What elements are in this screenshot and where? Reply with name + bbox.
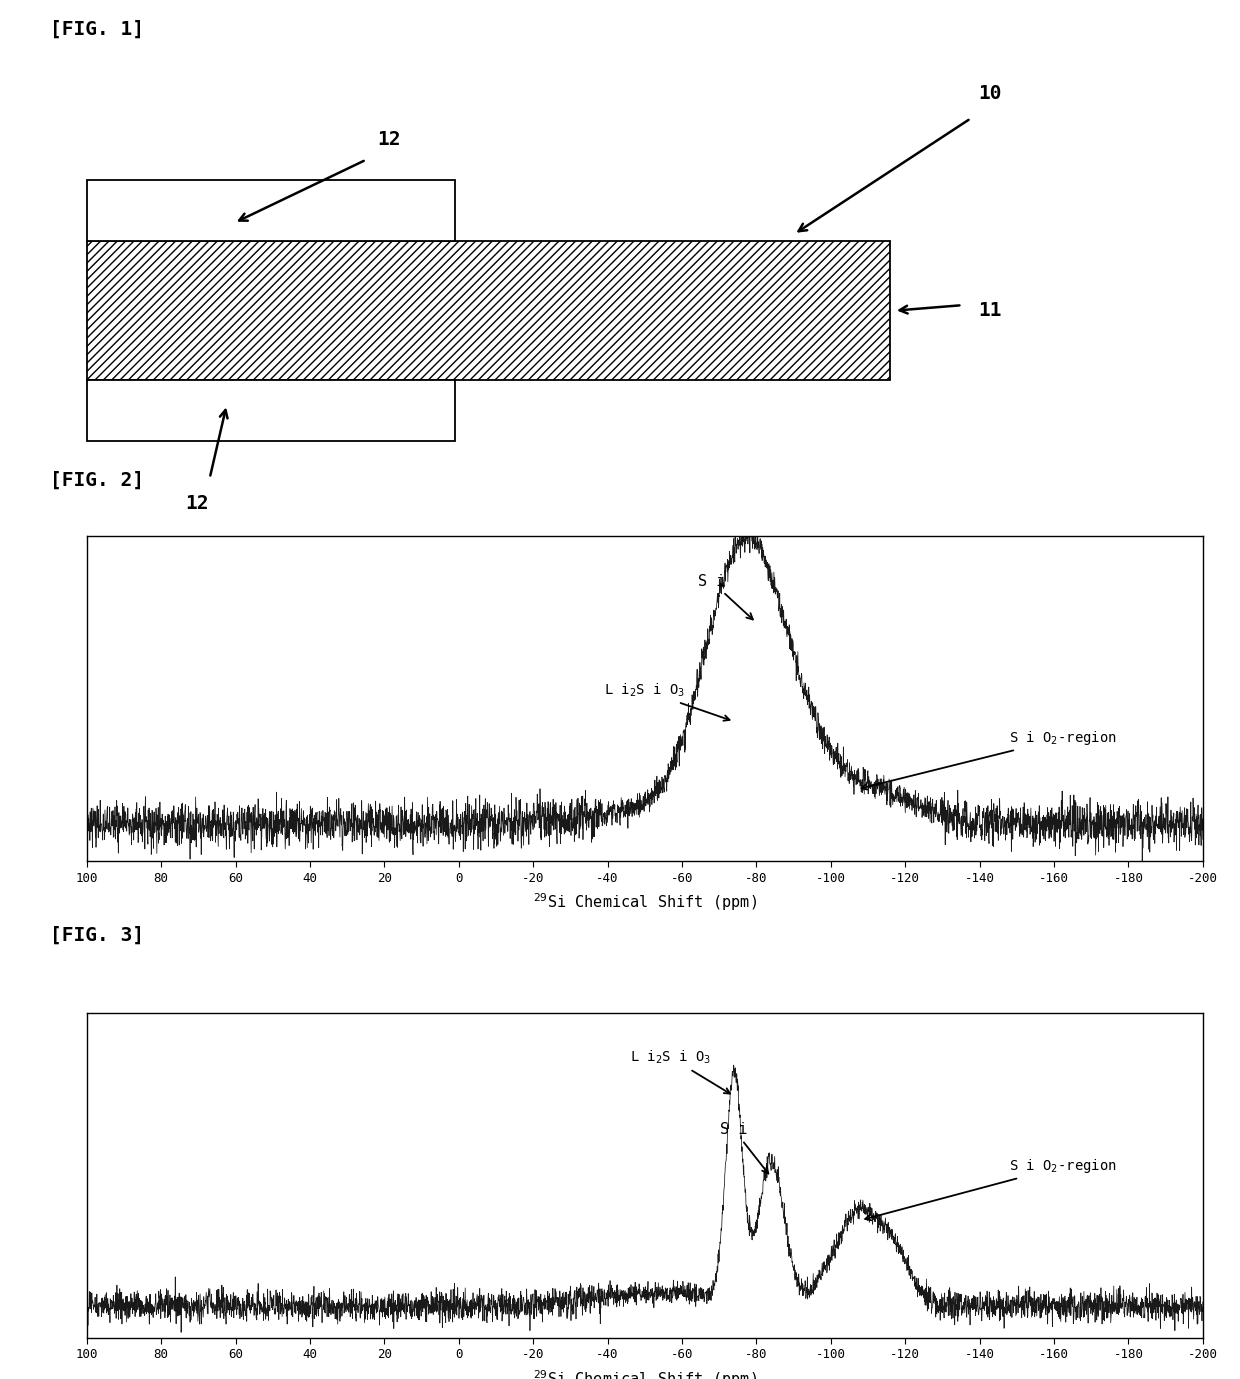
Text: [FIG. 2]: [FIG. 2]: [50, 470, 144, 490]
Text: S i: S i: [698, 574, 753, 619]
Text: 12: 12: [186, 494, 210, 513]
Text: 11: 11: [978, 301, 1001, 320]
Text: L i$_2$S i O$_3$: L i$_2$S i O$_3$: [630, 1049, 730, 1094]
Text: S i O$_2$-region: S i O$_2$-region: [862, 729, 1117, 790]
Text: [FIG. 3]: [FIG. 3]: [50, 925, 144, 945]
Text: 10: 10: [978, 84, 1001, 103]
Text: S i O$_2$-region: S i O$_2$-region: [866, 1157, 1117, 1220]
Text: [FIG. 1]: [FIG. 1]: [50, 19, 144, 39]
X-axis label: $^{29}$Si Chemical Shift (ppm): $^{29}$Si Chemical Shift (ppm): [533, 892, 756, 913]
X-axis label: $^{29}$Si Chemical Shift (ppm): $^{29}$Si Chemical Shift (ppm): [533, 1368, 756, 1379]
Text: 12: 12: [377, 130, 401, 149]
Text: S i: S i: [720, 1123, 769, 1174]
Text: L i$_2$S i O$_3$: L i$_2$S i O$_3$: [604, 683, 729, 721]
